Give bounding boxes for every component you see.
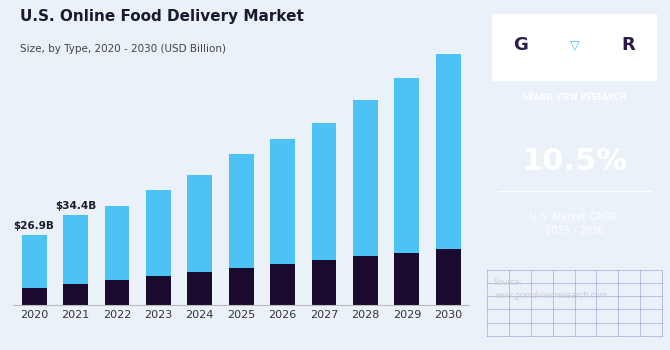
Bar (63, 215, 88, 284)
Bar (63, 284, 88, 304)
Bar (228, 268, 254, 304)
Bar (436, 54, 461, 248)
Text: 10.5%: 10.5% (521, 147, 628, 175)
Bar (395, 252, 419, 304)
Text: Source:
www.grandviewresearch.com: Source: www.grandviewresearch.com (494, 278, 607, 300)
Bar (312, 260, 336, 304)
Text: U.S. Market CAGR,
2023 - 2030: U.S. Market CAGR, 2023 - 2030 (529, 212, 620, 236)
Text: $34.4B: $34.4B (55, 201, 96, 211)
Bar (353, 257, 378, 304)
Bar (353, 100, 378, 257)
Text: ▽: ▽ (570, 39, 580, 52)
Bar (228, 154, 254, 268)
Bar (105, 280, 129, 304)
Text: Size, by Type, 2020 - 2030 (USD Billion): Size, by Type, 2020 - 2030 (USD Billion) (20, 44, 226, 54)
Bar (188, 175, 212, 272)
Bar (188, 272, 212, 304)
Bar (21, 234, 46, 288)
Text: U.S. Online Food Delivery Market: U.S. Online Food Delivery Market (20, 9, 304, 24)
Legend: Restaurant to Consumer, Platform to Consumer: Restaurant to Consumer, Platform to Cons… (58, 346, 371, 350)
Bar (105, 206, 129, 280)
Bar (146, 276, 171, 304)
Bar (395, 78, 419, 252)
Bar (21, 288, 46, 304)
Text: G: G (514, 36, 529, 55)
Bar (436, 248, 461, 304)
Text: $26.9B: $26.9B (13, 220, 54, 231)
Bar (270, 139, 295, 264)
Bar (312, 122, 336, 260)
Bar (146, 190, 171, 276)
Bar (270, 264, 295, 304)
FancyBboxPatch shape (492, 14, 657, 80)
Text: GRAND VIEW RESEARCH: GRAND VIEW RESEARCH (523, 93, 626, 103)
Text: R: R (621, 36, 635, 55)
